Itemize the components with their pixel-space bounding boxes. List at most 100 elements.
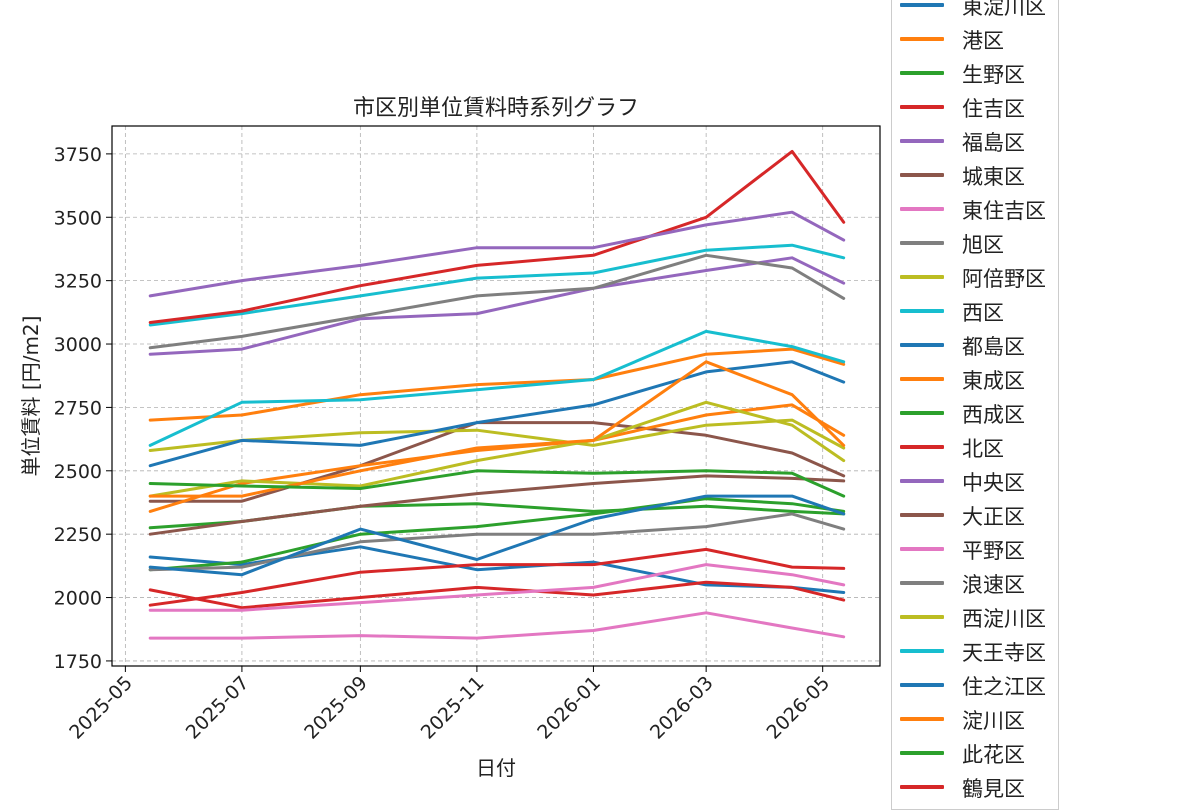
legend-label: 大正区 (962, 505, 1025, 529)
legend-label: 東成区 (962, 369, 1025, 393)
legend-swatch (900, 411, 944, 415)
x-tick-label: 2025-05 (65, 672, 137, 744)
legend-swatch (900, 513, 944, 517)
chart-title: 市区別単位賃料時系列グラフ (353, 96, 639, 121)
x-tick-label: 2025-11 (417, 672, 489, 744)
y-tick-label: 3500 (54, 207, 102, 229)
y-tick: 3750 (54, 144, 112, 166)
legend-swatch (900, 751, 944, 755)
series-line-6 (148, 611, 846, 640)
series-line-16 (148, 563, 846, 612)
legend-swatch (900, 37, 944, 41)
x-tick: 2025-09 (300, 666, 372, 744)
legend-item: 浪速区 (892, 565, 1060, 599)
legend-swatch (900, 173, 944, 177)
legend-item: 東成区 (892, 361, 1060, 395)
y-tick-label: 2000 (54, 588, 102, 610)
legend-item: 西淀川区 (892, 599, 1060, 633)
series-lines (148, 149, 846, 640)
legend-item: 西区 (892, 293, 1060, 327)
legend-label: 城東区 (962, 165, 1025, 189)
series-line-5 (148, 421, 846, 503)
x-axis: 2025-05 2025-07 2025-09 2025-11 2026-01 2026-… (65, 666, 834, 744)
line-chart: 2025-05 2025-07 2025-09 2025-11 2026-01 2026-… (19, 96, 881, 780)
y-tick-label: 2250 (54, 524, 102, 546)
legend-swatch (900, 275, 944, 279)
series-line-4 (148, 256, 846, 356)
legend-label: 浪速区 (962, 573, 1025, 597)
legend-swatch (900, 683, 944, 687)
x-tick-label: 2025-09 (300, 672, 372, 744)
series-line-20 (148, 494, 846, 577)
legend-item: 阿倍野区 (892, 259, 1060, 293)
legend-item: 福島区 (892, 123, 1060, 157)
legend-swatch (900, 649, 944, 653)
y-tick: 3250 (54, 271, 112, 293)
y-tick: 2750 (54, 397, 112, 419)
legend-label: 港区 (962, 29, 1004, 53)
legend-label: 福島区 (962, 131, 1025, 155)
legend-item: 港区 (892, 21, 1060, 55)
y-axis-title: 単位賃料 [円/m2] (19, 316, 43, 477)
legend-label: 中央区 (962, 471, 1025, 495)
legend-item: 住吉区 (892, 89, 1060, 123)
series-line-13 (148, 149, 846, 324)
series-line-10 (148, 360, 846, 468)
y-tick-label: 2750 (54, 397, 102, 419)
legend-label: 平野区 (962, 539, 1025, 563)
x-tick-label: 2026-03 (646, 672, 718, 744)
series-line-9 (148, 243, 846, 327)
legend-item: 北区 (892, 429, 1060, 463)
y-tick-label: 2500 (54, 461, 102, 483)
legend: 東淀川区 港区 生野区 住吉区 福島区 城東区 東住吉区 旭区 阿倍野区 西区 都島区 東成区 西成区北… (891, 0, 1059, 810)
y-tick: 3000 (54, 334, 112, 356)
legend-swatch (900, 105, 944, 109)
legend-swatch (900, 615, 944, 619)
legend-label: 住之江区 (962, 675, 1046, 699)
legend-label: 西淀川区 (962, 607, 1046, 631)
plot-frame (111, 125, 881, 667)
series-line-21 (148, 360, 846, 498)
legend-item: 旭区 (892, 225, 1060, 259)
series-line-22 (148, 469, 846, 498)
series-line-14 (148, 210, 846, 298)
legend-item: 淀川区 (892, 701, 1060, 735)
y-axis: 1750 2000 2250 2500 2750 3000 3250 3500 3750 (54, 144, 112, 673)
legend-item: 住之江区 (892, 667, 1060, 701)
legend-swatch (900, 377, 944, 381)
x-tick: 2026-03 (646, 666, 718, 744)
legend-item: 此花区 (892, 735, 1060, 769)
legend-item: 中央区 (892, 463, 1060, 497)
y-tick: 2000 (54, 588, 112, 610)
x-tick-label: 2026-05 (763, 672, 835, 744)
y-tick: 1750 (54, 651, 112, 673)
legend-label: 住吉区 (962, 97, 1025, 121)
legend-item: 都島区 (892, 327, 1060, 361)
legend-swatch (900, 139, 944, 143)
y-tick-label: 3250 (54, 271, 102, 293)
series-line-7 (148, 253, 846, 350)
legend-swatch (900, 309, 944, 313)
legend-swatch (900, 343, 944, 347)
series-line-19 (148, 329, 846, 447)
legend-swatch (900, 479, 944, 483)
legend-item: 城東区 (892, 157, 1060, 191)
legend-item: 平野区 (892, 531, 1060, 565)
x-tick: 2025-11 (417, 666, 489, 744)
legend-swatch (900, 71, 944, 75)
y-tick-label: 3000 (54, 334, 102, 356)
x-axis-title: 日付 (476, 756, 516, 780)
legend-label: 北区 (962, 437, 1004, 461)
x-tick: 2026-01 (533, 666, 605, 744)
y-tick: 3500 (54, 207, 112, 229)
legend-label: 東淀川区 (962, 0, 1046, 19)
x-tick: 2025-05 (65, 666, 137, 744)
legend-label: 此花区 (962, 743, 1025, 767)
legend-item: 鶴見区 (892, 769, 1060, 803)
legend-item: 東淀川区 (892, 0, 1060, 21)
series-line-17 (148, 512, 846, 572)
legend-label: 都島区 (962, 335, 1025, 359)
legend-label: 阿倍野区 (962, 267, 1046, 291)
legend-label: 西区 (962, 301, 1004, 325)
legend-item: 西成区 (892, 395, 1060, 429)
